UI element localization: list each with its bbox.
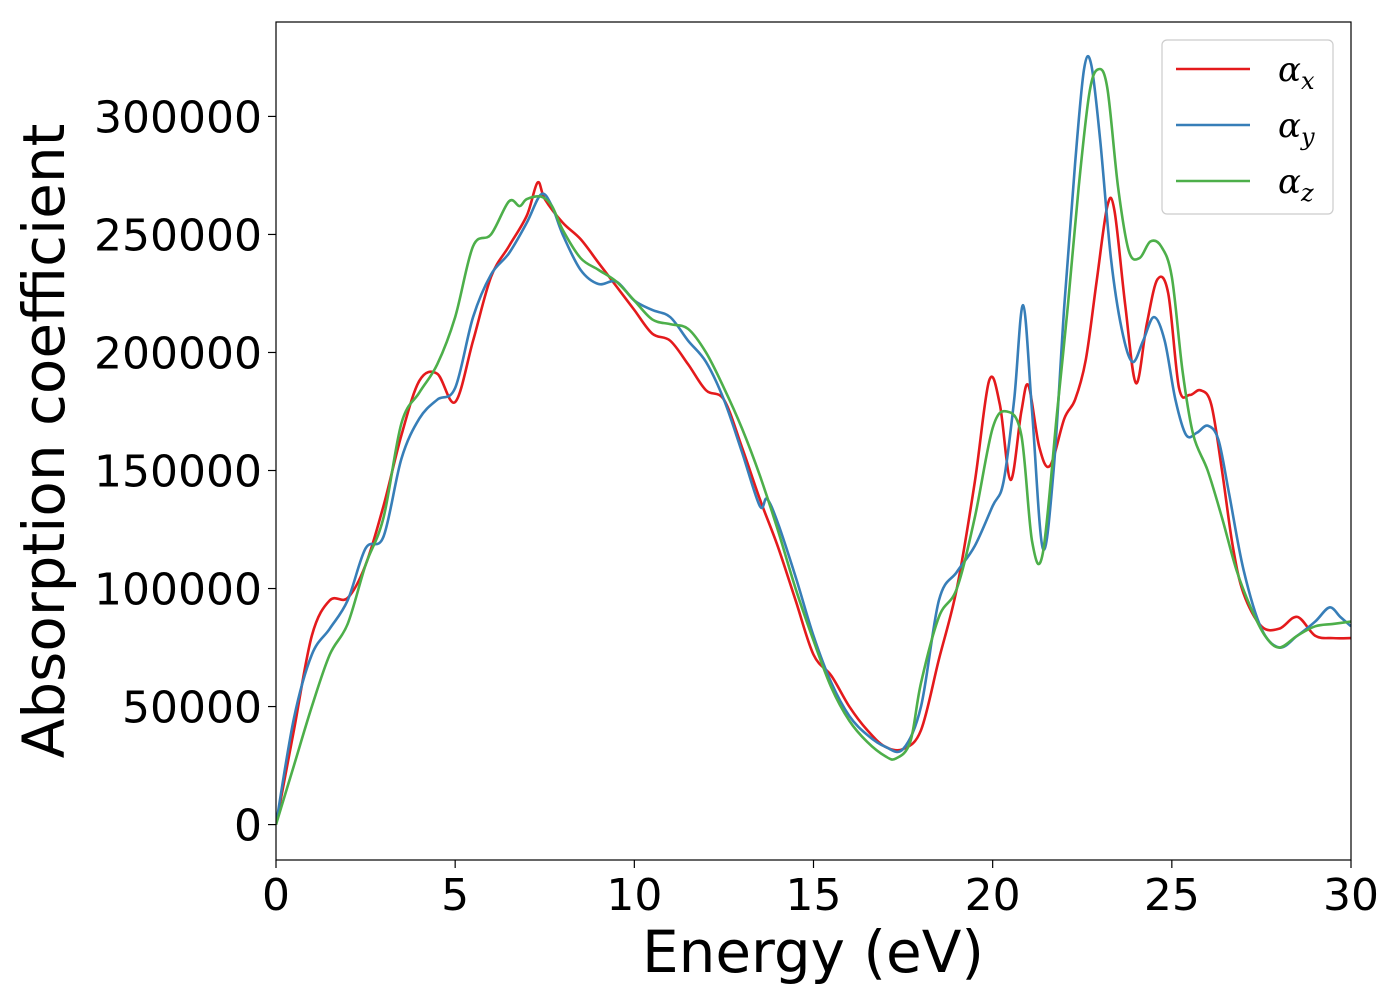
legend-label-x: αx <box>1278 50 1315 95</box>
legend-label-sub: z <box>1300 179 1314 207</box>
x-tick-label: 30 <box>1323 870 1379 921</box>
x-tick-label: 15 <box>786 870 842 921</box>
y-axis-label: Absorption coefficient <box>10 124 78 759</box>
legend-label-sub: y <box>1300 123 1315 151</box>
legend-label-z: αz <box>1278 162 1314 207</box>
y-tick-label: 150000 <box>94 447 262 498</box>
y-tick-label: 250000 <box>94 210 262 261</box>
legend-label-sub: x <box>1301 67 1315 95</box>
legend-label-base: α <box>1278 162 1301 202</box>
y-tick-label: 300000 <box>94 92 262 143</box>
y-tick-label: 50000 <box>122 683 262 734</box>
y-tick-label: 0 <box>234 801 262 852</box>
series-line-y <box>276 54 1351 825</box>
y-axis: 0 50000 100000 150000 200000 250000 300000 <box>94 92 276 852</box>
series-line-z <box>276 67 1351 825</box>
x-axis: 0 5 10 15 20 25 30 <box>262 860 1379 921</box>
x-axis-label: Energy (eV) <box>642 918 984 986</box>
series-layer <box>276 54 1351 825</box>
legend-label-y: αy <box>1278 106 1315 151</box>
legend-label-base: α <box>1278 50 1301 90</box>
x-tick-label: 20 <box>965 870 1021 921</box>
x-tick-label: 5 <box>441 870 469 921</box>
y-tick-label: 100000 <box>94 565 262 616</box>
legend-label-base: α <box>1278 106 1301 146</box>
legend-box <box>1161 39 1334 215</box>
x-tick-label: 0 <box>262 870 290 921</box>
x-tick-label: 25 <box>1144 870 1200 921</box>
x-tick-label: 10 <box>606 870 662 921</box>
y-tick-label: 200000 <box>94 328 262 379</box>
